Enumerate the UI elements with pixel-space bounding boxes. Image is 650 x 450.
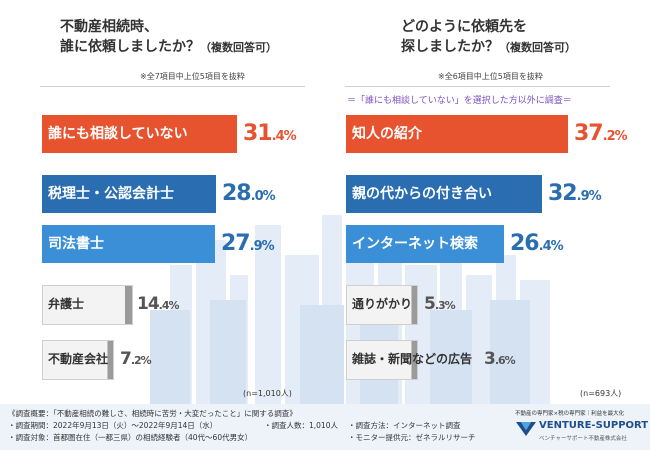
left-title-line1: 不動産相続時、 xyxy=(60,19,158,35)
bar-value-right-4: 5.3% xyxy=(424,285,456,325)
left-note: ※全7項目中上位5項目を抜粋 xyxy=(140,72,245,81)
bar-left-3 xyxy=(42,225,215,263)
value-integer: 28 xyxy=(222,181,252,206)
right-title: どのように依頼先を 探しましたか？（複数回答可） xyxy=(401,17,641,58)
bar-value-left-3: 27.9% xyxy=(221,225,275,266)
bar-label-left-3: 司法書士 xyxy=(48,236,104,252)
bar-left-5 xyxy=(42,340,114,380)
bar-label-left-4: 弁護士 xyxy=(48,297,85,311)
value-integer: 27 xyxy=(221,231,251,256)
survey-method: ・調査方法：インターネット調査 xyxy=(348,421,461,430)
value-integer: 32 xyxy=(548,181,578,206)
logo-tagline: 不動産の専門家×税の専門家｜利益を最大化 xyxy=(515,411,625,417)
value-integer: 7 xyxy=(120,349,132,369)
left-title-line2-row: 誰に依頼しましたか？（複数回答可） xyxy=(60,37,300,58)
value-decimal: .4% xyxy=(271,129,297,144)
left-title-suffix: （複数回答可） xyxy=(200,41,277,54)
value-integer: 26 xyxy=(510,231,540,256)
bar-label-left-5: 不動産会社 xyxy=(48,352,109,366)
value-decimal: .4% xyxy=(538,239,564,254)
left-note-divider xyxy=(40,86,305,87)
value-integer: 14 xyxy=(137,294,160,314)
value-decimal: .2% xyxy=(130,354,152,367)
value-integer: 37 xyxy=(574,121,604,146)
right-note: ※全6項目中上位5項目を抜粋 xyxy=(438,72,543,81)
bar-right-1 xyxy=(346,115,568,153)
left-title: 不動産相続時、 誰に依頼しましたか？（複数回答可） xyxy=(60,17,300,58)
right-sample-size: (n=693人) xyxy=(580,389,622,398)
logo-company: ベンチャーサポート不動産株式会社 xyxy=(539,436,627,442)
value-decimal: .9% xyxy=(249,239,275,254)
bar-label-right-2: 親の代からの付き合い xyxy=(352,186,492,202)
right-title-line1: どのように依頼先を xyxy=(401,19,527,35)
right-title-line2: 探しましたか？ xyxy=(401,39,499,55)
bar-label-left-1: 誰にも相談していない xyxy=(48,126,188,142)
right-title-line2-row: 探しましたか？（複数回答可） xyxy=(401,37,641,58)
bar-label-left-2: 税理士・公認会計士 xyxy=(48,186,174,202)
logo-name: VENTURE-SUPPORT xyxy=(539,420,649,431)
right-note-divider xyxy=(345,86,610,87)
survey-period: ・調査期間：2022年9月13日（火）～2022年9月14日（水） xyxy=(8,421,218,430)
value-decimal: .9% xyxy=(576,189,602,204)
value-decimal: .0% xyxy=(250,189,276,204)
bar-right-5 xyxy=(346,340,418,380)
bar-left-2 xyxy=(42,175,216,213)
right-title-suffix: （複数回答可） xyxy=(499,41,576,54)
survey-target: ・調査対象：首都圏在住（一都三県）の相続経験者（40代～60代男女） xyxy=(8,433,253,442)
survey-footer xyxy=(0,404,650,450)
value-decimal: .4% xyxy=(158,299,180,312)
survey-monitor: ・モニター提供元：ゼネラルリサーチ xyxy=(348,433,476,442)
survey-line1: 《調査概要：「不動産相続の難しさ、相続時に苦労・大変だったこと」に関する調査》 xyxy=(8,409,297,418)
value-decimal: .6% xyxy=(494,354,516,367)
bar-label-right-1: 知人の紹介 xyxy=(352,126,422,142)
bar-left-4 xyxy=(42,285,133,325)
bar-value-left-5: 7.2% xyxy=(120,340,152,380)
bar-value-left-4: 14.4% xyxy=(137,285,180,325)
value-integer: 31 xyxy=(243,121,273,146)
bar-value-left-2: 28.0% xyxy=(222,175,276,216)
right-subtitle: ＝「誰にも相談していない」を選択した方以外に調査＝ xyxy=(347,96,572,106)
bar-value-right-2: 32.9% xyxy=(548,175,602,216)
logo-mark-icon xyxy=(516,422,536,436)
value-integer: 3 xyxy=(484,349,496,369)
company-logo: 不動産の専門家×税の専門家｜利益を最大化 VENTURE-SUPPORT ベンチ… xyxy=(515,409,649,447)
bar-right-2 xyxy=(346,175,542,213)
bar-label-right-5: 雑誌・新聞などの広告 xyxy=(352,352,473,366)
bar-value-right-3: 26.4% xyxy=(510,225,564,266)
bar-value-right-1: 37.2% xyxy=(574,115,628,156)
survey-count: ・調査人数：1,010人 xyxy=(264,421,338,430)
value-decimal: .3% xyxy=(434,299,456,312)
left-sample-size: (n=1,010人) xyxy=(243,389,292,398)
left-title-line2: 誰に依頼しましたか？ xyxy=(60,39,200,55)
bar-left-1 xyxy=(42,115,237,153)
bar-right-4 xyxy=(346,285,418,325)
bar-right-3 xyxy=(346,225,504,263)
bar-label-right-3: インターネット検索 xyxy=(352,236,478,252)
value-integer: 5 xyxy=(424,294,436,314)
bar-value-right-5: 3.6% xyxy=(484,340,516,380)
value-decimal: .2% xyxy=(602,129,628,144)
bar-label-right-4: 通りがかり xyxy=(352,297,413,311)
bar-value-left-1: 31.4% xyxy=(243,115,297,156)
